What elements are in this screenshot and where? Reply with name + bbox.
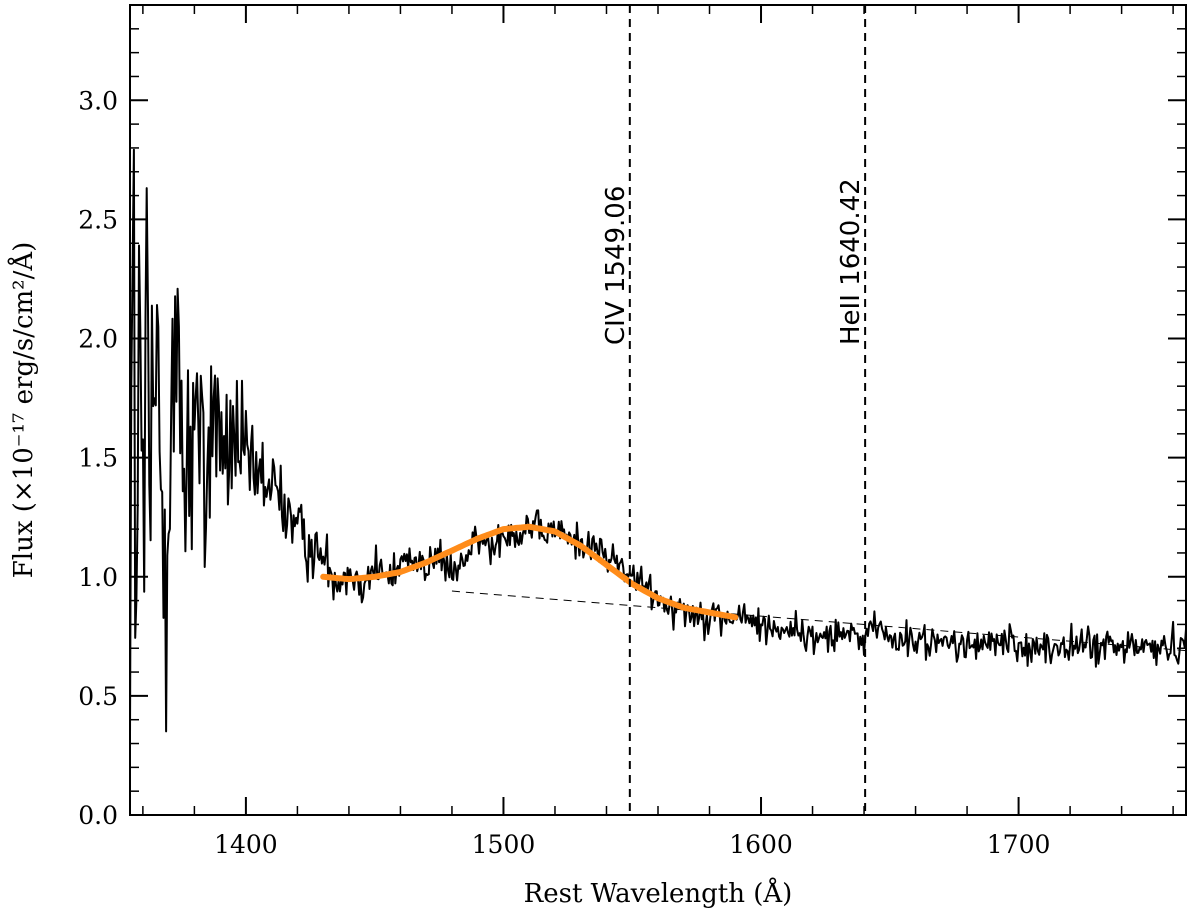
y-tick-label: 1.0 — [78, 563, 118, 592]
plot-frame — [129, 4, 1187, 816]
axis-ticks: 1400 1500 1600 1700 0.0 0.5 1.0 1.5 2.0 2.5 3.0 — [78, 5, 1186, 859]
y-tick-label: 3.0 — [78, 86, 118, 115]
line-marker-label-1: HeII 1640.42 — [836, 178, 866, 345]
continuum-line — [451, 590, 1186, 652]
line-marker-label-0: CIV 1549.06 — [601, 186, 631, 345]
plot-area — [130, 148, 1186, 734]
y-tick-label: 0.5 — [78, 682, 118, 711]
fit-line — [320, 523, 739, 621]
y-tick-label: 0.0 — [78, 801, 118, 830]
y-tick-label: 1.5 — [78, 444, 118, 473]
emission-line-markers: CIV 1549.06 HeII 1640.42 — [601, 5, 867, 815]
x-tick-label: 1400 — [214, 830, 278, 859]
y-tick-label: 2.0 — [78, 325, 118, 354]
y-tick-label: 2.5 — [78, 205, 118, 234]
x-axis-label: Rest Wavelength (Å) — [524, 877, 793, 909]
x-tick-label: 1600 — [729, 830, 793, 859]
y-axis-label: Flux (×10⁻¹⁷ erg/s/cm²/Å) — [7, 242, 39, 579]
x-tick-label: 1700 — [987, 830, 1051, 859]
spectrum-line — [130, 148, 1186, 734]
x-tick-label: 1500 — [472, 830, 536, 859]
